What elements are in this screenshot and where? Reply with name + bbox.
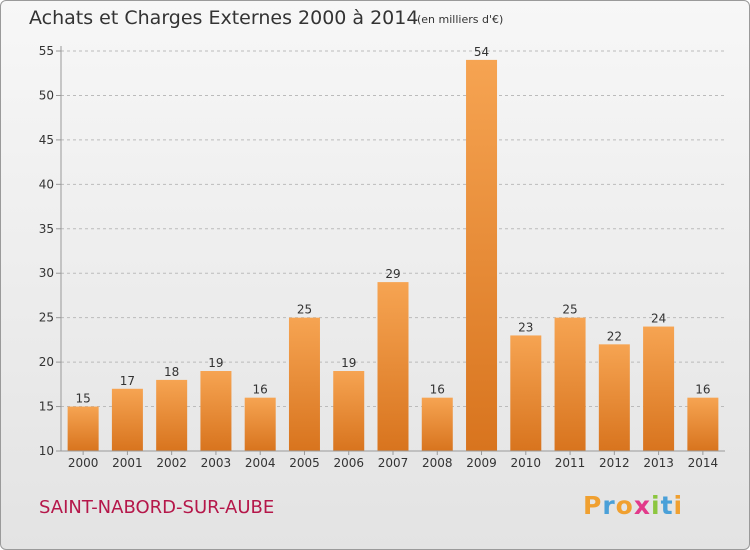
- x-tick-label: 2013: [643, 456, 674, 470]
- x-tick-label: 2007: [378, 456, 409, 470]
- y-tick-label: 50: [39, 88, 54, 102]
- logo-letter: i: [673, 491, 684, 520]
- data-label: 24: [651, 312, 666, 326]
- data-label: 19: [341, 356, 356, 370]
- data-label: 23: [518, 320, 533, 334]
- bar: [67, 406, 99, 451]
- x-tick-label: 2010: [511, 456, 542, 470]
- data-label: 17: [120, 374, 135, 388]
- y-tick-label: 25: [39, 311, 54, 325]
- chart-title: Achats et Charges Externes 2000 à 2014: [29, 7, 419, 29]
- data-label: 16: [430, 383, 445, 397]
- bars: [67, 59, 719, 452]
- y-tick-label: 55: [39, 44, 54, 58]
- data-label: 18: [164, 365, 179, 379]
- bar: [643, 326, 675, 451]
- bar: [598, 344, 630, 451]
- bar: [156, 379, 188, 451]
- logo-letter: P: [583, 491, 603, 520]
- x-tick-label: 2003: [201, 456, 232, 470]
- y-tick-label: 45: [39, 133, 54, 147]
- data-label: 22: [607, 329, 622, 343]
- logo-letter: x: [633, 491, 651, 520]
- y-tick-label: 10: [39, 444, 54, 458]
- x-tick-label: 2000: [68, 456, 99, 470]
- data-label: 16: [253, 383, 268, 397]
- data-label: 54: [474, 45, 489, 59]
- x-tick-label: 2008: [422, 456, 453, 470]
- x-tick-label: 2002: [156, 456, 187, 470]
- x-tick-label: 2009: [466, 456, 497, 470]
- data-label: 15: [75, 392, 90, 406]
- x-tick-label: 2005: [289, 456, 320, 470]
- data-label: 25: [562, 303, 577, 317]
- proxiti-logo[interactable]: Proxiti: [583, 491, 683, 520]
- bar: [510, 335, 542, 451]
- bar: [333, 371, 365, 451]
- chart-unit-label: (en milliers d'€): [417, 13, 504, 26]
- bar: [421, 397, 453, 451]
- bar: [111, 388, 143, 451]
- bar: [554, 317, 586, 451]
- bar: [466, 59, 498, 452]
- logo-letter: o: [615, 491, 634, 520]
- bar: [200, 371, 232, 451]
- data-label: 16: [695, 383, 710, 397]
- x-tick-label: 2004: [245, 456, 276, 470]
- y-tick-label: 20: [39, 355, 54, 369]
- x-tick-label: 2012: [599, 456, 630, 470]
- x-tick-label: 2001: [112, 456, 143, 470]
- data-labels: 15 17 18 19 16 25 19 29 16 54 23 25 22 24 16: [75, 45, 710, 406]
- logo-letter: r: [602, 491, 616, 520]
- bar: [687, 397, 719, 451]
- bar: [288, 317, 320, 451]
- x-tick-label: 2014: [688, 456, 719, 470]
- axes: 10 15 20 25 30 35 40 45 50 55 2000 2001 2002 2003 2004…: [39, 44, 725, 470]
- y-tick-label: 15: [39, 400, 54, 414]
- data-label: 19: [208, 356, 223, 370]
- logo-letter: i: [651, 491, 661, 520]
- data-label: 25: [297, 303, 312, 317]
- bar: [377, 282, 409, 451]
- x-tick-label: 2011: [555, 456, 586, 470]
- x-tick-label: 2006: [333, 456, 364, 470]
- bar: [244, 397, 276, 451]
- logo-letter: t: [660, 491, 674, 520]
- y-tick-label: 30: [39, 266, 54, 280]
- y-tick-label: 40: [39, 177, 54, 191]
- place-name: SAINT-NABORD-SUR-AUBE: [39, 497, 275, 518]
- data-label: 29: [385, 267, 400, 281]
- y-tick-label: 35: [39, 222, 54, 236]
